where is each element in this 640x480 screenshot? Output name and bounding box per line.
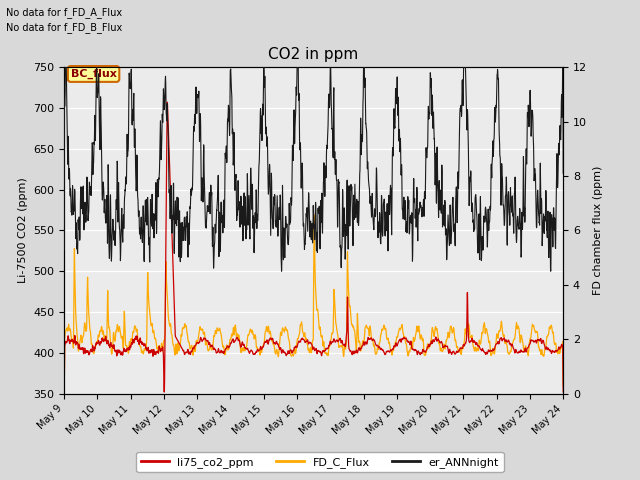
Y-axis label: Li-7500 CO2 (ppm): Li-7500 CO2 (ppm) <box>17 178 28 283</box>
Text: No data for f_FD_A_Flux: No data for f_FD_A_Flux <box>6 7 122 18</box>
Y-axis label: FD chamber flux (ppm): FD chamber flux (ppm) <box>593 166 603 295</box>
Legend: li75_co2_ppm, FD_C_Flux, er_ANNnight: li75_co2_ppm, FD_C_Flux, er_ANNnight <box>136 452 504 472</box>
Text: BC_flux: BC_flux <box>70 69 116 79</box>
Title: CO2 in ppm: CO2 in ppm <box>268 47 359 62</box>
Text: No data for f_FD_B_Flux: No data for f_FD_B_Flux <box>6 22 123 33</box>
